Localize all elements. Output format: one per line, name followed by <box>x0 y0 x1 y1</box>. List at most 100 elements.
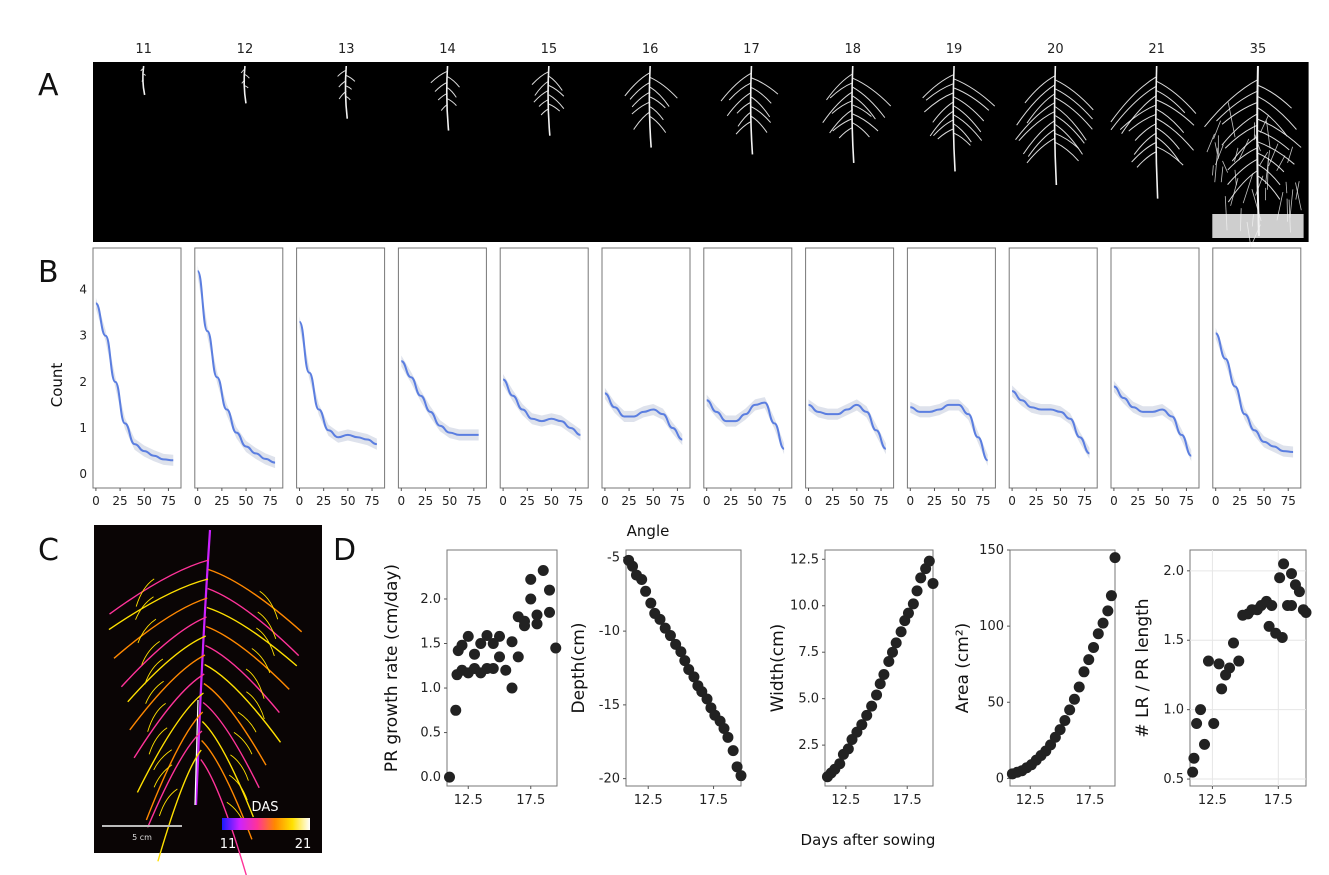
lateral-root <box>338 80 347 88</box>
primary-root-day-19 <box>952 65 956 172</box>
secondary-root <box>229 774 248 801</box>
y-tick-label: -10 <box>599 624 620 639</box>
data-point <box>1102 605 1114 617</box>
y-tick-label: 5.0 <box>798 692 819 707</box>
root-image-day-14 <box>430 65 460 131</box>
lateral-root <box>736 101 752 114</box>
x-tick-label: 0 <box>397 494 405 508</box>
dense-root <box>1254 134 1261 152</box>
x-tick-label: 25 <box>825 494 840 508</box>
lateral-root <box>649 96 666 109</box>
lateral-root <box>200 759 247 875</box>
lateral-root <box>631 91 651 108</box>
lateral-root <box>1055 133 1079 149</box>
lateral-root <box>822 91 854 123</box>
y-tick-label: -5 <box>607 550 620 565</box>
plot-frame <box>397 247 487 489</box>
dense-root <box>1233 147 1239 162</box>
panel-b-y-tick: 1 <box>79 421 87 435</box>
lateral-root <box>953 132 971 146</box>
secondary-root <box>137 618 157 644</box>
data-point <box>883 655 895 667</box>
x-tick-label: 25 <box>214 494 229 508</box>
confidence-ribbon <box>1215 327 1294 458</box>
data-point <box>688 671 700 683</box>
lateral-root <box>141 79 144 82</box>
data-point <box>878 669 890 681</box>
x-tick-label: 75 <box>1281 494 1296 508</box>
data-point <box>856 719 868 731</box>
root-image-day-20 <box>1015 65 1094 186</box>
x-tick-label: 0 <box>703 494 711 508</box>
data-point <box>861 709 873 721</box>
x-tick-label: 25 <box>112 494 127 508</box>
data-point <box>636 574 648 585</box>
root-image-day-18 <box>822 65 892 163</box>
lateral-root <box>120 616 207 688</box>
day-label-16: 16 <box>642 42 659 57</box>
scale-bar-label: 5 cm <box>132 833 152 842</box>
x-tick-label: 0 <box>1008 494 1016 508</box>
data-point <box>874 678 886 690</box>
data-point <box>866 700 878 712</box>
data-point <box>1293 586 1305 598</box>
lateral-root <box>1026 92 1056 124</box>
dense-root <box>1206 133 1215 153</box>
secondary-root <box>141 641 160 666</box>
dense-root <box>1285 181 1288 194</box>
x-tick-label: 50 <box>544 494 559 508</box>
dense-root <box>1268 143 1279 167</box>
angle-plot-7: 0 25 50 75 <box>703 247 793 508</box>
secondary-root <box>257 611 277 640</box>
plot-frame <box>1110 247 1200 489</box>
lateral-root <box>925 82 955 101</box>
primary-root-day-17 <box>749 65 754 155</box>
lateral-root <box>1221 113 1259 146</box>
lateral-root <box>140 67 144 72</box>
lateral-root <box>1119 104 1157 130</box>
lateral-root <box>649 76 678 99</box>
lateral-root <box>136 692 204 793</box>
lateral-root <box>1133 132 1157 155</box>
angle-curve <box>808 403 887 450</box>
lateral-root <box>1136 151 1157 168</box>
lateral-root <box>548 85 565 97</box>
y-tick-label: 1.0 <box>420 681 441 696</box>
secondary-root <box>135 596 154 620</box>
root-image-day-21 <box>1110 65 1197 199</box>
lateral-root <box>202 701 260 789</box>
data-point <box>927 577 939 589</box>
plot-frame <box>1009 549 1116 787</box>
secondary-root <box>251 648 271 674</box>
lateral-root <box>953 96 985 122</box>
x-tick-label: 17.5 <box>516 793 545 808</box>
secondary-root <box>144 658 164 685</box>
lateral-root <box>1055 124 1083 155</box>
y-axis-label: Depth(cm) <box>569 623 589 714</box>
lateral-root <box>1216 90 1259 122</box>
data-point <box>1228 637 1239 649</box>
data-point <box>481 629 493 641</box>
panel-label-d: D <box>333 533 356 568</box>
y-tick-label: 1.5 <box>420 637 441 652</box>
plot-frame <box>805 247 895 489</box>
data-point <box>1286 568 1297 580</box>
dense-root <box>1214 142 1218 154</box>
x-tick-label: 50 <box>137 494 152 508</box>
data-point <box>1068 693 1080 705</box>
data-point <box>506 636 518 648</box>
plot-frame <box>703 247 793 489</box>
y-tick-label: 2.5 <box>798 738 819 753</box>
data-point <box>1199 738 1210 750</box>
y-tick-label: 10.0 <box>790 599 819 614</box>
x-tick-label: 0 <box>194 494 202 508</box>
y-tick-label: 1.5 <box>1163 633 1184 648</box>
panel-c-das-root-image: 5 cm DAS 11 21 <box>94 525 322 875</box>
angle-curve <box>706 399 785 450</box>
lateral-root <box>1055 106 1087 141</box>
lateral-root <box>953 114 983 141</box>
lateral-root <box>127 635 207 703</box>
secondary-root <box>145 680 164 704</box>
data-point <box>494 651 505 663</box>
